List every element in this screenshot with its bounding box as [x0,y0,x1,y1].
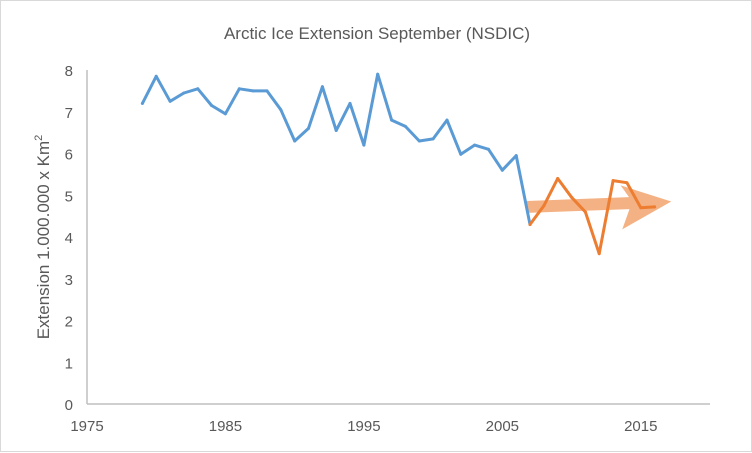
x-tick-label: 1975 [70,418,103,435]
data-point-blue [487,147,490,151]
y-tick-label: 0 [65,397,73,414]
series-line-blue [140,72,532,226]
data-point-blue [376,72,380,76]
y-tick-label: 1 [65,355,73,372]
data-point-blue [403,124,407,128]
data-point-blue [265,89,269,93]
data-point-orange [639,206,643,210]
y-tick-label: 6 [65,147,73,164]
data-point-orange [653,205,657,209]
data-point-blue [445,118,449,122]
data-point-orange [528,223,532,226]
data-point-orange [583,210,587,214]
data-point-blue [293,139,297,143]
y-tick-label: 8 [65,63,73,80]
data-point-blue [237,87,241,91]
data-point-blue [279,108,283,112]
y-tick-label: 4 [65,230,73,247]
data-point-blue [514,154,518,158]
data-point-blue [223,112,227,116]
x-tick-label: 1995 [347,418,380,435]
data-point-blue [390,118,394,122]
y-tick-label: 5 [65,188,73,205]
data-point-blue [334,129,338,132]
y-tick-label: 2 [65,314,73,331]
data-point-blue [307,126,310,130]
data-point-blue [251,89,255,93]
data-point-blue [431,137,435,141]
chart-title: Arctic Ice Extension September (NSDIC) [224,24,530,43]
data-point-blue [500,168,504,172]
data-point-blue [182,91,186,95]
data-point-blue [362,143,366,147]
series-line-orange [528,177,657,256]
data-point-blue [473,143,477,147]
data-point-orange [611,179,615,183]
data-point-blue [459,152,463,156]
y-axis-label: Extension 1.000.000 x Km2 [33,135,53,340]
data-point-blue [320,85,324,89]
data-point-orange [542,204,546,208]
data-point-blue [140,101,144,105]
data-point-blue [348,101,352,105]
data-point-blue [417,139,421,143]
data-point-blue [168,99,172,103]
x-tick-label: 2015 [624,418,657,435]
x-tick-label: 1985 [209,418,242,435]
data-point-orange [570,195,574,199]
data-point-orange [597,252,601,256]
data-point-blue [210,104,214,107]
y-axis-label-superscript: 2 [33,135,45,141]
data-point-orange [625,181,629,185]
x-tick-label: 2005 [486,418,519,435]
data-point-blue [196,87,200,91]
data-point-blue [154,74,158,78]
y-tick-label: 7 [65,105,73,122]
data-point-orange [556,177,560,180]
y-tick-label: 3 [65,272,73,289]
